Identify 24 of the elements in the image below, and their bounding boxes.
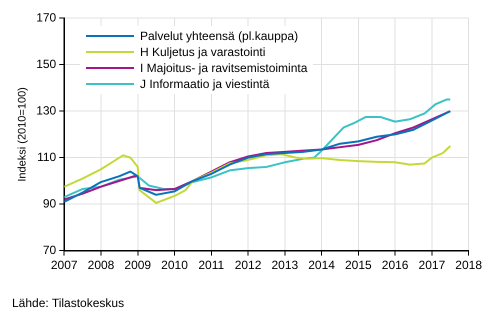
- x-tick-label: 2008: [88, 258, 115, 272]
- y-tick-label: 130: [36, 103, 57, 118]
- x-tick-label: 2014: [308, 258, 336, 272]
- x-tick-label: 2018: [455, 258, 482, 272]
- x-tick-label: 2013: [271, 258, 298, 272]
- y-axis-title: Indeksi (2010=100): [16, 87, 29, 182]
- x-tick-label: 2017: [418, 258, 446, 272]
- x-tick-label: 2011: [198, 258, 225, 272]
- y-tick-label: 170: [36, 10, 57, 25]
- x-tick-label: 2010: [161, 258, 188, 272]
- legend-label: J Informaatio ja viestintä: [140, 76, 270, 92]
- y-tick-label: 90: [42, 196, 57, 210]
- x-tick-label: 2009: [124, 258, 152, 272]
- x-tick-label: 2007: [50, 258, 78, 272]
- legend-label: H Kuljetus ja varastointi: [140, 44, 266, 60]
- y-tick-label: 110: [37, 150, 57, 164]
- y-tick-label: 70: [42, 242, 57, 257]
- y-tick-label: 150: [36, 56, 57, 71]
- x-tick-label: 2012: [234, 258, 262, 272]
- legend-label: Palvelut yhteensä (pl.kauppa): [140, 28, 298, 44]
- x-tick-label: 2016: [382, 258, 409, 272]
- x-tick-label: 2015: [345, 258, 372, 272]
- legend-label: I Majoitus- ja ravitsemistoiminta: [140, 60, 308, 76]
- text: Lähde: Tilastokeskus: [12, 296, 124, 310]
